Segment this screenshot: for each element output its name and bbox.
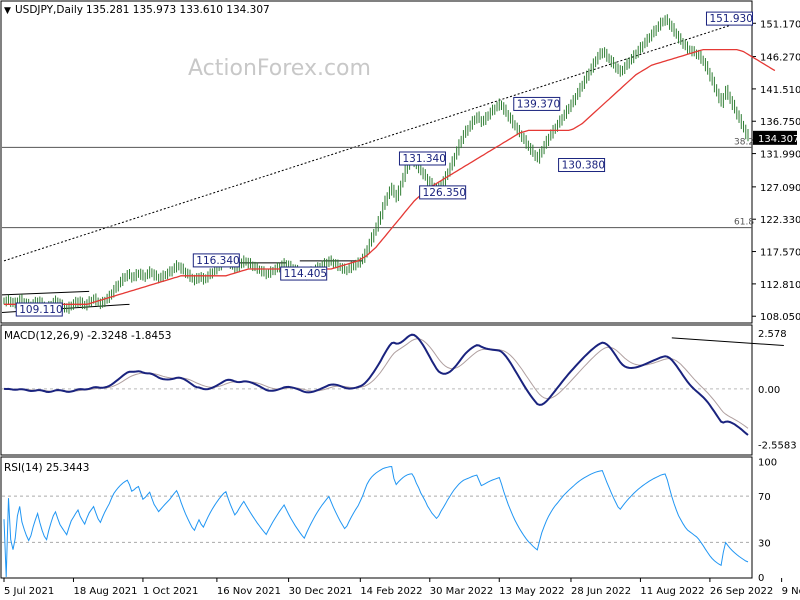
macd-signal-line: [4, 338, 749, 429]
price-annotation-label: 131.340: [402, 153, 445, 165]
macd-y-tick-label: -2.5583: [758, 440, 797, 451]
price-annotation-label: 109.110: [19, 304, 62, 316]
x-tick-label: 1 Oct 2021: [143, 586, 198, 597]
price-annotation-box: [558, 158, 606, 173]
menu-arrow-icon[interactable]: ▼: [4, 6, 11, 16]
macd-panel-frame: [0, 324, 753, 456]
price-y-tick-label: 151.170: [760, 19, 800, 30]
fib-level-label: 38.2: [734, 137, 754, 147]
price-annotation-box: [15, 302, 63, 317]
symbol-label: USDJPY,Daily: [15, 4, 83, 16]
x-tick-label: 16 Nov 2021: [217, 586, 281, 597]
price-y-tick-label: 131.990: [760, 150, 800, 161]
x-tick-label: 9 Nov 2022: [782, 586, 800, 597]
price-annotation-box: [280, 266, 328, 281]
price-y-tick-label: 146.270: [760, 53, 800, 64]
price-y-tick-label: 117.570: [760, 248, 800, 259]
rsi-title: RSI(14) 25.3443: [4, 462, 89, 474]
price-annotation-box: [513, 96, 561, 111]
x-tick-label: 11 Aug 2022: [640, 586, 704, 597]
price-annotation-label: 114.405: [284, 268, 327, 280]
price-y-tick-label: 122.330: [760, 215, 800, 226]
macd-y-tick-label: 0.00: [758, 385, 780, 396]
rsi-y-tick-label: 0: [758, 573, 764, 584]
trend-line: [3, 17, 753, 262]
price-annotation-box: [398, 151, 446, 166]
price-panel-frame: [0, 0, 753, 324]
price-panel: 151.170 146.270 141.510 136.750 131.990 127.0…: [1, 11, 800, 323]
x-tick-label: 18 Aug 2021: [73, 586, 137, 597]
price-y-tick-label: 141.510: [760, 85, 800, 96]
price-annotation-label: 139.370: [517, 98, 560, 110]
rsi-y-tick-label: 100: [758, 457, 777, 468]
x-tick-label: 30 Mar 2022: [430, 586, 493, 597]
macd-line: [3, 333, 749, 436]
fib-level-label: 61.8: [734, 218, 754, 228]
x-tick-label: 26 Sep 2022: [710, 586, 773, 597]
moving-average-line: [4, 48, 776, 305]
x-tick-label: 30 Dec 2021: [289, 586, 353, 597]
x-tick-label: 5 Jul 2021: [4, 586, 54, 597]
price-y-tick-label: 136.750: [760, 117, 800, 128]
rsi-panel-frame: [0, 456, 753, 579]
rsi-panel: 100 70 30 0: [2, 457, 777, 584]
x-tick-label: 13 May 2022: [499, 586, 564, 597]
price-annotation-label: 130.380: [562, 160, 605, 172]
rsi-y-tick-label: 70: [758, 492, 771, 503]
price-annotation-label: 116.340: [196, 255, 239, 267]
channel-top-line: [1, 290, 90, 296]
price-y-tick-label: 112.810: [760, 280, 800, 291]
ohlc-values: 135.281 135.973 133.610 134.307: [86, 4, 270, 16]
price-y-tick-label: 108.050: [760, 312, 800, 323]
rsi-y-tick-label: 30: [758, 538, 771, 549]
price-annotation-box: [705, 11, 753, 26]
last-price-box: [753, 130, 797, 145]
x-axis: 5 Jul 2021 18 Aug 2021 1 Oct 2021 16 Nov 20…: [3, 578, 800, 597]
macd-panel: 2.578 0.00 -2.5583: [2, 329, 797, 451]
macd-title: MACD(12,26,9) -2.3248 -1.8453: [4, 330, 171, 342]
watermark: ActionForex.com: [188, 56, 371, 81]
price-annotation-box: [419, 185, 467, 200]
macd-y-tick-label: 2.578: [758, 329, 787, 340]
x-tick-label: 28 Jun 2022: [571, 586, 631, 597]
last-price-label: 134.307: [758, 134, 799, 145]
price-annotation-box: [192, 253, 240, 268]
price-annotation-label: 151.930: [709, 13, 752, 25]
price-y-tick-label: 127.090: [760, 183, 800, 194]
rsi-line: [3, 465, 749, 578]
macd-divergence-line: [671, 337, 784, 347]
price-annotation-label: 126.350: [423, 187, 466, 199]
x-tick-label: 14 Feb 2022: [360, 586, 422, 597]
